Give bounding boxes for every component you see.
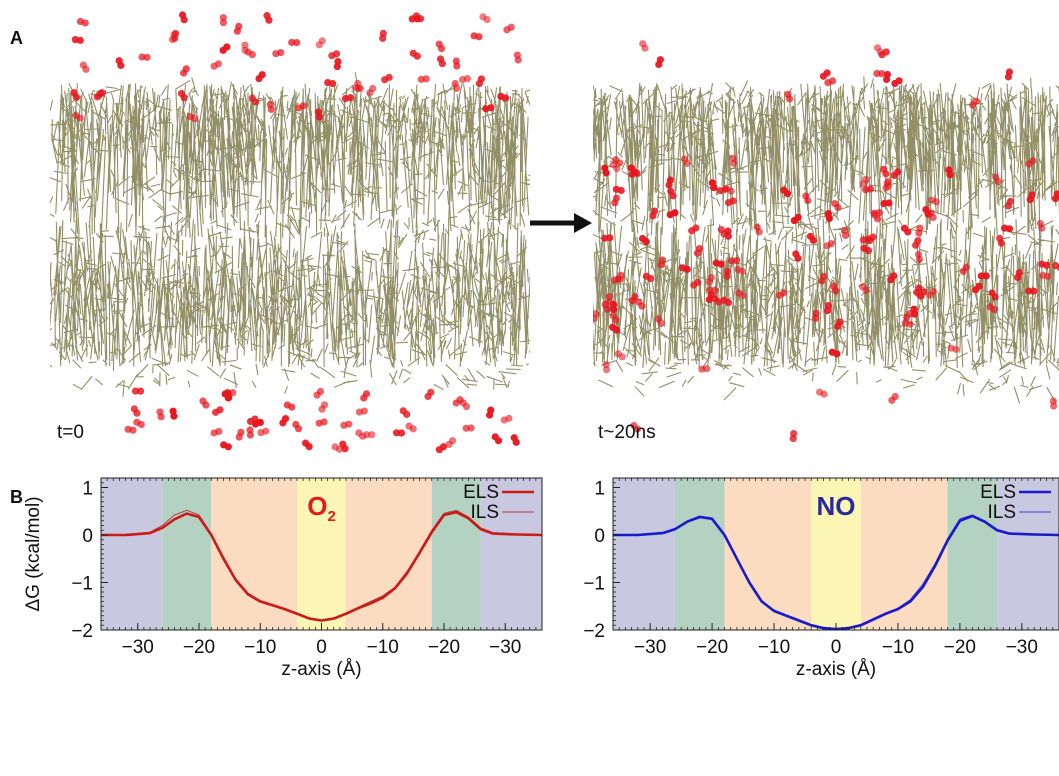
x-axis-label: z-axis (Å) [281,659,361,680]
x-axis-label: z-axis (Å) [796,659,876,680]
x-tick-label: 0 [831,637,842,658]
x-tick-label: −30 [634,637,666,658]
time-label-initial: t=0 [57,422,84,443]
y-tick-label: 1 [594,479,605,500]
membrane-region [211,478,297,630]
y-tick-label: 0 [594,526,605,547]
lipid-bilayer [50,72,530,397]
panel-label-b: B [10,487,23,507]
membrane-region [811,478,861,630]
membrane-region [860,478,948,630]
x-tick-label: −30 [122,637,154,658]
y-axis-label: ΔG (kcal/mol) [23,496,44,611]
time-label-final: t~20ns [598,422,656,443]
membrane-region [674,478,725,630]
y-tick-label: −2 [583,621,605,642]
membrane-region [947,478,998,630]
x-tick-label: −20 [428,637,460,658]
membrane-region [297,478,346,630]
gas-molecules [70,11,522,453]
membrane-snapshot-initial [50,8,530,453]
membrane-region [480,478,542,630]
legend-label-ils: ILS [470,502,499,523]
x-tick-label: −30 [489,637,521,658]
series-line-els [101,510,543,622]
legend-label-ils: ILS [987,502,1016,523]
membrane-region [431,478,481,630]
x-tick-label: −20 [696,637,728,658]
x-tick-label: −20 [183,637,215,658]
y-tick-label: 1 [82,479,93,500]
membrane-region [613,478,675,630]
panel-label-a: A [10,28,23,48]
chart-title: O2 [307,491,336,525]
y-tick-label: −1 [71,574,93,595]
membrane-region [101,478,163,630]
x-tick-label: −10 [367,637,399,658]
membrane-snapshot-20ns [593,8,1059,453]
chart-title: NO [817,491,856,521]
x-tick-label: 0 [316,637,327,658]
y-tick-label: −2 [71,621,93,642]
x-tick-label: −10 [244,637,276,658]
arrow-right-icon [530,213,592,233]
legend-label-els: ELS [980,482,1016,503]
membrane-region [997,478,1059,630]
legend-label-els: ELS [463,482,499,503]
y-tick-label: −1 [583,574,605,595]
x-tick-label: −10 [882,637,914,658]
membrane-region [162,478,212,630]
x-tick-label: −30 [1006,637,1038,658]
x-tick-label: −10 [758,637,790,658]
x-tick-label: −20 [944,637,976,658]
gas-molecules [593,40,1059,443]
y-tick-label: 0 [82,526,93,547]
lipid-bilayer [593,76,1059,404]
